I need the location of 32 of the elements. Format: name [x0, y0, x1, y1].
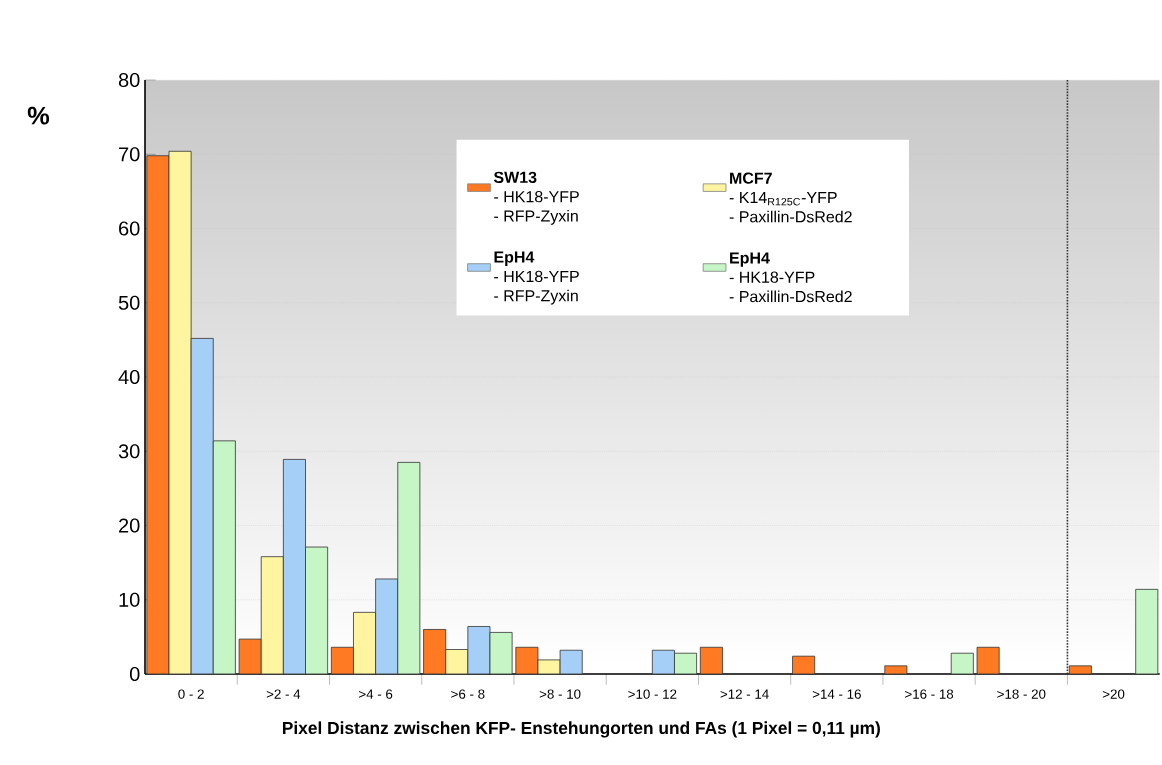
y-tick-label: 40: [118, 369, 140, 385]
x-tick-label: >2 - 4: [266, 689, 301, 699]
bar: [884, 665, 908, 675]
x-tick-label: >6 - 8: [451, 689, 485, 699]
bar: [699, 646, 723, 675]
legend-label: SW13 - HK18-YFP - RFP-Zyxin: [493, 171, 579, 225]
y-tick-label: 30: [118, 444, 140, 459]
x-tick-label: >20: [1102, 689, 1125, 699]
legend-label: EpH4 - HK18-YFP - Paxillin-DsRed2: [729, 252, 852, 303]
x-tick-label: 0 - 2: [178, 689, 204, 699]
bar: [1135, 588, 1159, 675]
x-axis-title: Pixel Distanz zwischen KFP- Enstehungorten und FAs (1 Pixel = 0,11 µm): [282, 721, 880, 738]
y-tick-label: 20: [119, 518, 140, 533]
x-tick-label: >12 - 14: [720, 689, 769, 699]
y-tick-label: 50: [118, 295, 140, 310]
bar: [792, 655, 816, 675]
y-axis-title: %: [27, 106, 50, 125]
x-tick-label: >14 - 16: [812, 689, 861, 699]
y-tick-label: 10: [119, 592, 140, 607]
x-tick-label: >16 - 18: [905, 689, 954, 699]
x-tick-label: >8 - 10: [539, 689, 581, 699]
y-tick-label: 60: [119, 221, 140, 236]
legend-label: EpH4 - HK18-YFP - RFP-Zyxin: [494, 251, 579, 305]
y-tick-label: 80: [118, 72, 140, 88]
x-tick-label: >4 - 6: [359, 689, 393, 699]
x-tick-label: >18 - 20: [997, 689, 1046, 699]
legend-label: MCF7 - K14$_{R125C}$-YFP - Paxillin-DsRed2: [729, 172, 852, 223]
bar: [950, 652, 974, 675]
y-tick-label: 70: [119, 147, 140, 162]
bar: [976, 646, 1000, 675]
y-tick-label: 0: [129, 666, 140, 682]
x-tick-label: >10 - 12: [628, 689, 677, 699]
